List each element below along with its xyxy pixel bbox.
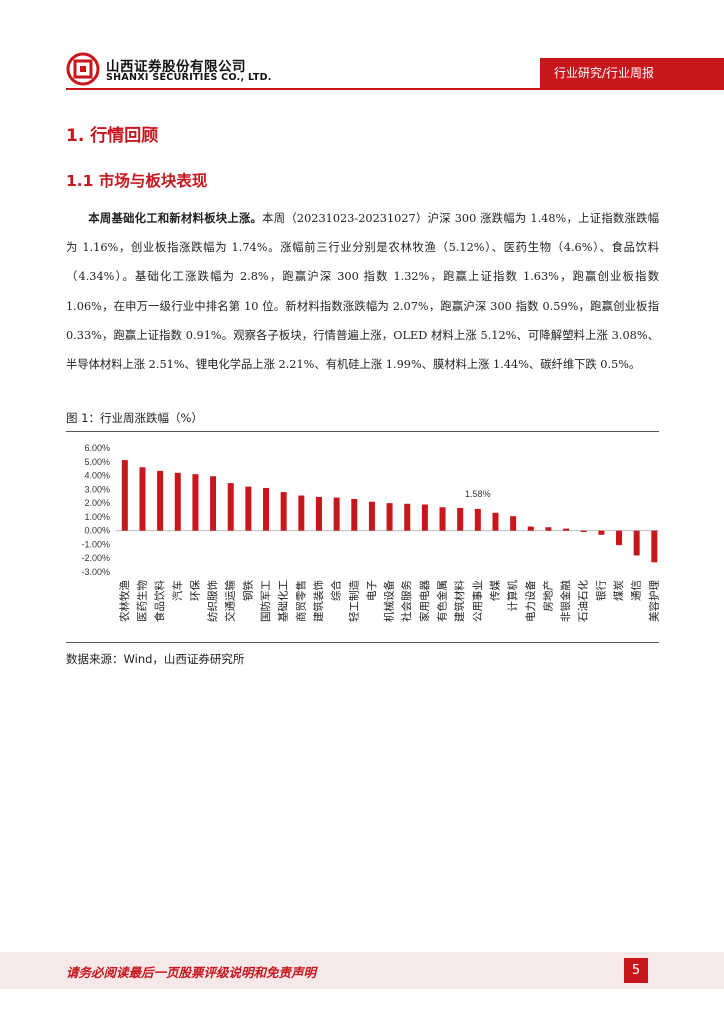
bar-电力设备 bbox=[527, 526, 534, 531]
bar-环保 bbox=[192, 474, 199, 531]
y-tick-label: -3.00% bbox=[81, 567, 110, 577]
y-tick-label: -2.00% bbox=[81, 553, 110, 563]
bar-交通运输 bbox=[227, 483, 234, 531]
bar-食品饮料 bbox=[157, 470, 164, 531]
x-tick-label: 建筑装饰 bbox=[312, 580, 325, 622]
header-divider bbox=[66, 88, 724, 90]
bar-房地产 bbox=[545, 527, 552, 531]
bar-纺织服饰 bbox=[210, 476, 217, 531]
bar-通信 bbox=[633, 530, 640, 556]
company-name-en: SHANXI SECURITIES CO., LTD. bbox=[106, 72, 272, 83]
x-tick-label: 美容护理 bbox=[647, 580, 659, 622]
x-tick-label: 煤炭 bbox=[612, 580, 625, 601]
x-tick-label: 建筑材料 bbox=[453, 580, 466, 622]
bar-煤炭 bbox=[616, 530, 623, 546]
x-tick-label: 食品饮料 bbox=[153, 580, 166, 622]
y-tick-label: 1.00% bbox=[84, 512, 110, 522]
x-tick-label: 商贸零售 bbox=[294, 580, 307, 622]
x-tick-label: 计算机 bbox=[506, 580, 519, 612]
bar-汽车 bbox=[174, 472, 181, 531]
x-tick-label: 传媒 bbox=[488, 580, 501, 601]
company-logo-icon bbox=[66, 52, 100, 86]
bar-基础化工 bbox=[280, 492, 287, 531]
data-label: 1.58% bbox=[465, 489, 491, 499]
bar-建筑装饰 bbox=[315, 496, 322, 531]
bar-国防军工 bbox=[263, 487, 270, 531]
industry-weekly-change-chart: 6.00% 5.00% 4.00% 3.00% 2.00% 1.00% 0.00% -1.00… bbox=[81, 443, 659, 622]
bar-医药生物 bbox=[139, 467, 146, 531]
figure-title: 图 1：行业周涨跌幅（%） bbox=[66, 411, 203, 425]
figure-top-rule bbox=[66, 431, 659, 432]
paragraph-body: 本周（20231023-20231027）沪深 300 涨跌幅为 1.48%，上… bbox=[66, 212, 659, 372]
bar-石油石化 bbox=[580, 530, 587, 533]
x-tick-label: 交通运输 bbox=[224, 580, 237, 622]
bar-建筑材料 bbox=[457, 507, 464, 531]
bar-轻工制造 bbox=[351, 498, 358, 531]
bar-银行 bbox=[598, 530, 605, 535]
bar-公用事业 bbox=[474, 508, 481, 531]
footer-disclaimer: 请务必阅读最后一页股票评级说明和免责声明 bbox=[66, 965, 317, 980]
x-tick-label: 家用电器 bbox=[418, 580, 431, 622]
x-tick-label: 环保 bbox=[188, 580, 201, 601]
y-tick-label: 5.00% bbox=[84, 457, 110, 467]
x-tick-label: 钢铁 bbox=[241, 580, 254, 601]
bar-传媒 bbox=[492, 512, 499, 531]
page-header: 山西证券股份有限公司 SHANXI SECURITIES CO., LTD. 行… bbox=[0, 0, 724, 100]
page-number: 5 bbox=[624, 958, 648, 983]
x-tick-label: 轻工制造 bbox=[347, 580, 360, 622]
figure-source: 数据来源：Wind，山西证券研究所 bbox=[66, 652, 245, 666]
x-tick-label: 石油石化 bbox=[577, 580, 590, 622]
section-heading: 1. 行情回顾 bbox=[66, 126, 159, 146]
y-tick-label: 0.00% bbox=[84, 526, 110, 536]
figure-bottom-rule bbox=[66, 642, 659, 643]
paragraph-lead: 本周基础化工和新材料板块上涨。 bbox=[88, 211, 263, 225]
x-tick-label: 银行 bbox=[594, 580, 607, 601]
bar-计算机 bbox=[510, 516, 517, 531]
x-tick-label: 公用事业 bbox=[471, 580, 484, 622]
bar-有色金属 bbox=[439, 507, 446, 531]
x-tick-label: 机械设备 bbox=[383, 580, 396, 622]
x-tick-label: 有色金属 bbox=[436, 580, 449, 622]
x-tick-label: 纺织服饰 bbox=[206, 580, 219, 622]
y-tick-label: 3.00% bbox=[84, 484, 110, 494]
bar-机械设备 bbox=[386, 503, 393, 531]
x-tick-label: 非银金融 bbox=[559, 580, 572, 622]
bar-综合 bbox=[333, 497, 340, 531]
x-tick-label: 基础化工 bbox=[277, 580, 290, 622]
x-tick-label: 社会服务 bbox=[400, 580, 413, 622]
subsection-heading: 1.1 市场与板块表现 bbox=[66, 172, 208, 190]
y-tick-label: -1.00% bbox=[81, 539, 110, 549]
x-tick-label: 通信 bbox=[631, 580, 643, 601]
y-tick-label: 2.00% bbox=[84, 498, 110, 508]
x-tick-label: 农林牧渔 bbox=[118, 580, 131, 622]
report-category-tag: 行业研究/行业周报 bbox=[540, 58, 724, 88]
y-tick-label: 6.00% bbox=[84, 443, 110, 453]
x-tick-label: 房地产 bbox=[541, 580, 554, 612]
x-tick-label: 电子 bbox=[365, 580, 378, 601]
x-tick-label: 医药生物 bbox=[135, 580, 148, 622]
bar-钢铁 bbox=[245, 486, 252, 531]
bar-农林牧渔 bbox=[121, 460, 128, 531]
x-tick-label: 汽车 bbox=[171, 580, 184, 601]
bar-家用电器 bbox=[421, 504, 428, 531]
y-tick-label: 4.00% bbox=[84, 471, 110, 481]
bar-社会服务 bbox=[404, 503, 411, 531]
bar-美容护理 bbox=[651, 530, 658, 563]
bar-商贸零售 bbox=[298, 495, 305, 531]
x-tick-label: 电力设备 bbox=[524, 580, 537, 622]
page-footer: 请务必阅读最后一页股票评级说明和免责声明 5 bbox=[0, 952, 724, 989]
company-name-cn: 山西证券股份有限公司 bbox=[106, 59, 246, 75]
bar-电子 bbox=[368, 501, 375, 531]
x-tick-label: 国防军工 bbox=[259, 580, 272, 622]
bar-非银金融 bbox=[563, 528, 570, 531]
x-tick-label: 综合 bbox=[330, 580, 343, 601]
body-paragraph: 本周基础化工和新材料板块上涨。本周（20231023-20231027）沪深 3… bbox=[66, 204, 659, 379]
